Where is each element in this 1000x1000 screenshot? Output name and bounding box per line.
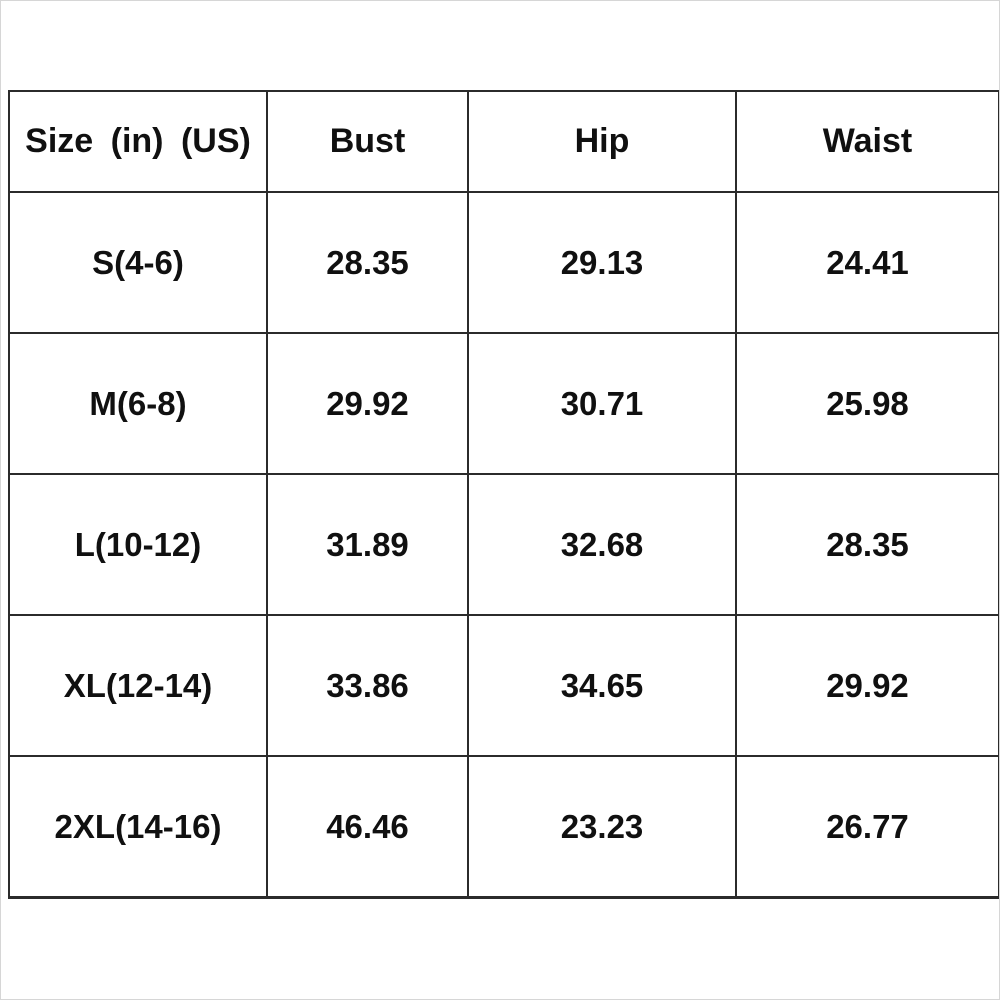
cell-waist: 29.92 (735, 614, 999, 757)
cell-bust: 31.89 (266, 473, 469, 616)
size-chart-table: Size (in) (US) Bust Hip Waist S(4-6) 28.3… (8, 90, 999, 899)
column-header-size: Size (in) (US) (8, 90, 268, 193)
column-header-bust: Bust (266, 90, 469, 193)
cell-waist: 24.41 (735, 191, 999, 334)
cell-hip: 30.71 (467, 332, 737, 475)
cell-waist: 28.35 (735, 473, 999, 616)
cell-hip: 29.13 (467, 191, 737, 334)
cell-bust: 33.86 (266, 614, 469, 757)
cell-size: M(6-8) (8, 332, 268, 475)
column-header-hip: Hip (467, 90, 737, 193)
cell-size: L(10-12) (8, 473, 268, 616)
cell-waist: 25.98 (735, 332, 999, 475)
cell-size: XL(12-14) (8, 614, 268, 757)
table-row: 2XL(14-16) 46.46 23.23 26.77 (8, 755, 999, 899)
cell-bust: 28.35 (266, 191, 469, 334)
cell-waist: 26.77 (735, 755, 999, 899)
table-row: L(10-12) 31.89 32.68 28.35 (8, 473, 999, 616)
table-row: XL(12-14) 33.86 34.65 29.92 (8, 614, 999, 757)
cell-size: S(4-6) (8, 191, 268, 334)
cell-size: 2XL(14-16) (8, 755, 268, 899)
table-row: S(4-6) 28.35 29.13 24.41 (8, 191, 999, 334)
cell-hip: 23.23 (467, 755, 737, 899)
cell-hip: 32.68 (467, 473, 737, 616)
table-row: M(6-8) 29.92 30.71 25.98 (8, 332, 999, 475)
column-header-waist: Waist (735, 90, 999, 193)
cell-bust: 46.46 (266, 755, 469, 899)
cell-bust: 29.92 (266, 332, 469, 475)
header-row: Size (in) (US) Bust Hip Waist (8, 90, 999, 193)
cell-hip: 34.65 (467, 614, 737, 757)
